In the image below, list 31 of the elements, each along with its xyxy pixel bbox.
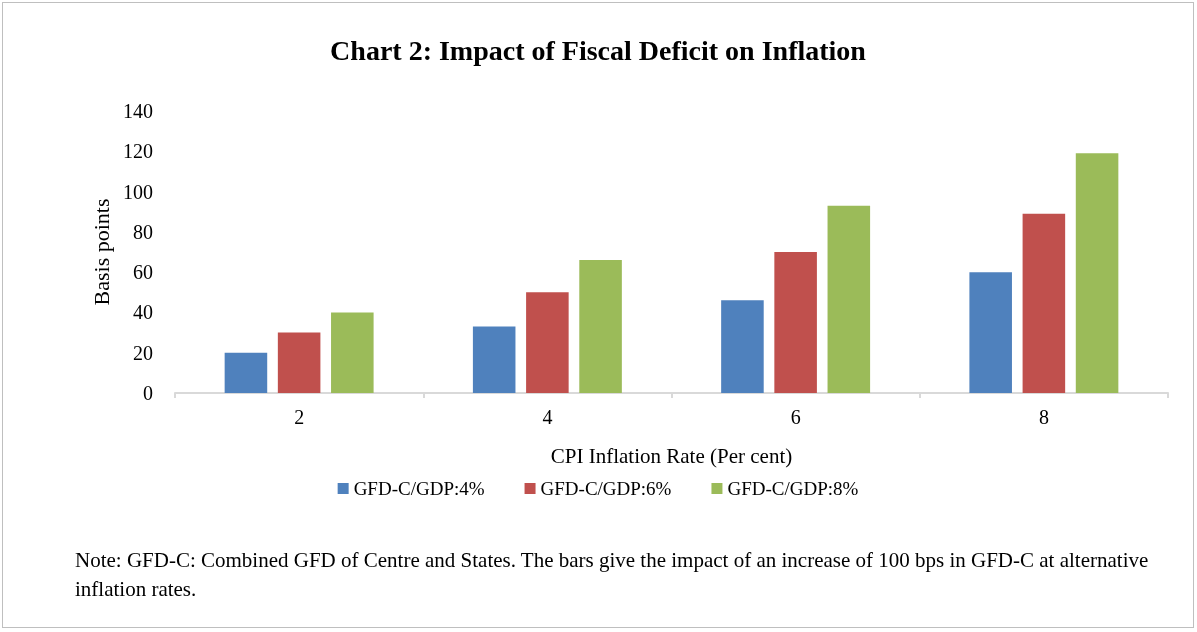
y-tick-label: 20: [133, 341, 153, 364]
legend-label: GFD-C/GDP:4%: [353, 478, 485, 499]
y-tick-label: 120: [123, 140, 153, 163]
bar: [224, 352, 268, 393]
bar: [1075, 153, 1119, 393]
x-axis-title: CPI Inflation Rate (Per cent): [550, 443, 793, 468]
bar: [472, 326, 516, 393]
bar: [1022, 213, 1066, 393]
y-tick-label: 140: [123, 100, 153, 122]
bar: [331, 312, 374, 393]
bar: [969, 272, 1012, 393]
x-tick-label: 8: [1038, 406, 1049, 428]
y-tick-label: 100: [123, 180, 153, 203]
legend-label: GFD-C/GDP:8%: [727, 478, 859, 499]
bar: [277, 332, 321, 393]
text: Note: GFD-C: Combined GFD of Centre and States. The bars give the impact of an increase of 100 bps in GFD-C at alternative inflation rates.: [75, 547, 1150, 603]
y-axis-title: Basis points: [88, 198, 114, 306]
y-tick-label: 60: [133, 261, 153, 284]
x-tick-label: 6: [790, 406, 801, 428]
x-tick-label: 4: [542, 406, 553, 428]
bar: [774, 252, 817, 393]
chart-title: Chart 2: Impact of Fiscal Deficit on Inflation: [330, 34, 867, 66]
bar: [579, 260, 622, 393]
legend-label: GFD-C/GDP:6%: [540, 478, 672, 499]
bar: [827, 205, 871, 393]
bar: [721, 300, 764, 393]
y-tick-label: 40: [133, 301, 153, 324]
x-tick-label: 2: [294, 406, 305, 428]
bar: [526, 292, 569, 393]
y-tick-label: 0: [143, 382, 153, 404]
y-tick-label: 80: [133, 220, 153, 243]
